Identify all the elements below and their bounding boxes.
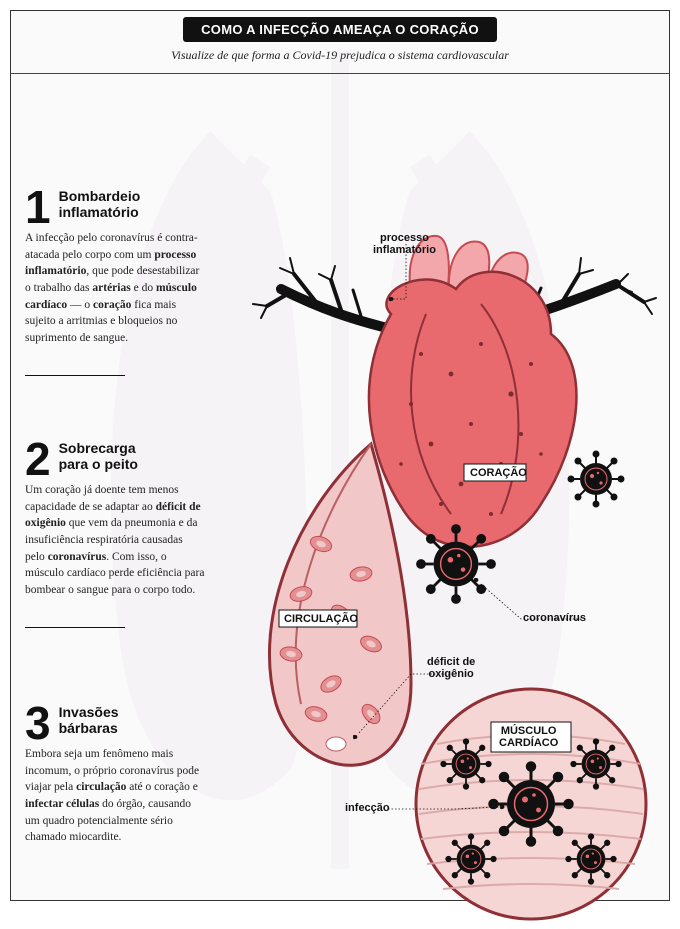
separator-2 [25, 627, 125, 628]
item-2-body: Um coração já doente tem menos capacidad… [25, 482, 205, 599]
label-coronavirus: coronavírus [523, 612, 586, 624]
illustration: processo inflamatório CORAÇÃO coronavíru… [221, 144, 671, 924]
label-circulacao: CIRCULAÇÃO [284, 613, 358, 625]
item-2-heading: Sobrecarga para o peito [25, 436, 205, 472]
item-1-heading: Bombardeio inflamatório [25, 184, 205, 220]
item-1-body: A infecção pelo coronavírus é contra-ata… [25, 230, 205, 347]
infographic-frame: COMO A INFECÇÃO AMEAÇA O CORAÇÃO Visuali… [10, 10, 670, 901]
virus-at-heart [418, 526, 495, 603]
label-coracao: CORAÇÃO [470, 467, 527, 479]
item-2-number: 2 [25, 436, 51, 482]
label-deficit: déficit de oxigênio [427, 656, 475, 680]
item-3-heading: Invasões bárbaras [25, 700, 205, 736]
separator-1 [25, 375, 125, 376]
heart-shape [369, 272, 577, 547]
item-1-number: 1 [25, 184, 51, 230]
item-3-number: 3 [25, 700, 51, 746]
label-processo: processo inflamatório [373, 232, 436, 256]
item-3-body: Embora seja um fenômeno mais incomum, o … [25, 746, 205, 846]
subtitle: Visualize de que forma a Covid-19 prejud… [11, 48, 669, 63]
header: COMO A INFECÇÃO AMEAÇA O CORAÇÃO Visuali… [11, 11, 669, 74]
label-infeccao: infecção [345, 802, 390, 814]
item-2: 2 Sobrecarga para o peito Um coração já … [25, 436, 205, 628]
item-3: 3 Invasões bárbaras Embora seja um fenôm… [25, 700, 205, 846]
title: COMO A INFECÇÃO AMEAÇA O CORAÇÃO [183, 17, 497, 42]
item-1: 1 Bombardeio inflamatório A infecção pel… [25, 184, 205, 376]
content: 1 Bombardeio inflamatório A infecção pel… [11, 74, 669, 894]
header-rule [11, 73, 669, 74]
label-musculo: MÚSCULO CARDÍACO [499, 725, 558, 749]
circulation-vessel [269, 444, 411, 765]
